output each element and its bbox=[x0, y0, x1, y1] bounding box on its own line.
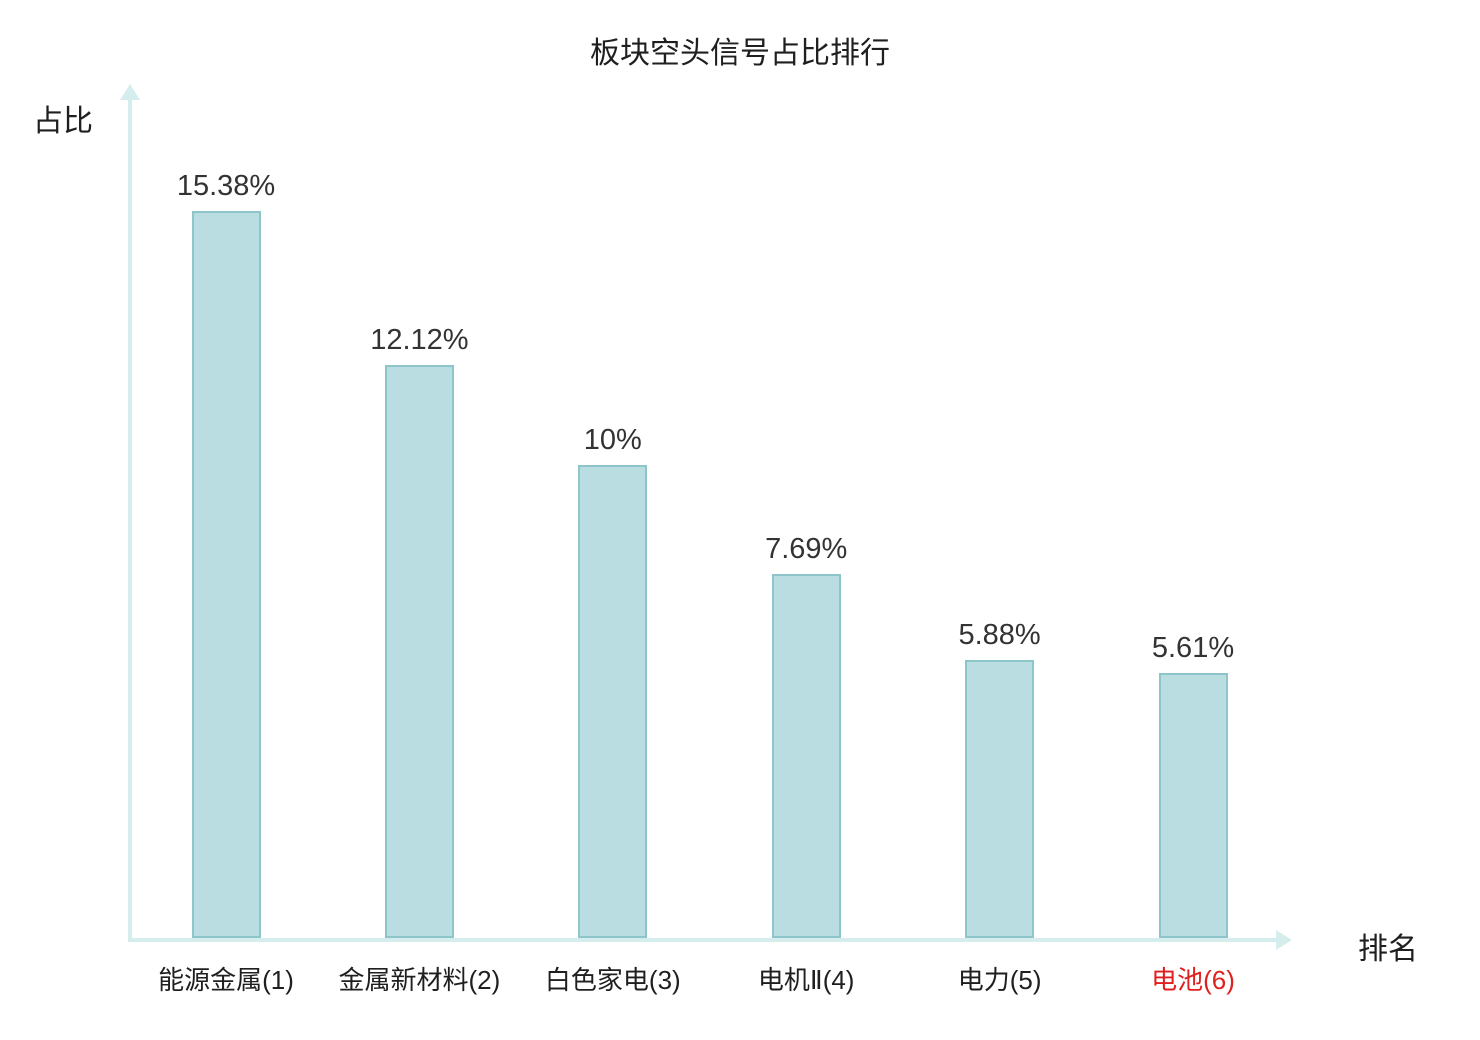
bar[interactable] bbox=[771, 574, 841, 938]
bar[interactable] bbox=[1158, 673, 1228, 938]
category-label: 电机Ⅱ(4) bbox=[757, 965, 855, 995]
bar[interactable] bbox=[578, 465, 648, 938]
bar[interactable] bbox=[191, 211, 261, 938]
bar[interactable] bbox=[965, 660, 1035, 938]
y-axis-label: 占比 bbox=[33, 105, 93, 138]
bar-group: 7.69% bbox=[716, 533, 896, 938]
category-label: 电池(6) bbox=[1151, 965, 1235, 995]
bar-value-label: 10% bbox=[583, 424, 642, 456]
category-label: 能源金属(1) bbox=[158, 965, 294, 995]
bar-group: 10% bbox=[523, 424, 703, 938]
x-axis-arrow-icon bbox=[1276, 930, 1292, 950]
bar-value-label: 5.88% bbox=[958, 619, 1041, 651]
x-axis-line bbox=[128, 938, 1278, 942]
bar-value-label: 15.38% bbox=[176, 170, 276, 202]
y-axis-line bbox=[128, 98, 132, 942]
category-label: 电力(5) bbox=[957, 965, 1042, 995]
bar-group: 5.88% bbox=[910, 619, 1090, 938]
bar-value-label: 7.69% bbox=[765, 533, 848, 565]
bar-group: 15.38% bbox=[136, 170, 316, 938]
category-label: 金属新材料(2) bbox=[338, 965, 501, 995]
category-label: 白色家电(3) bbox=[544, 965, 681, 995]
chart-title: 板块空头信号占比排行 bbox=[590, 37, 890, 70]
bar-value-label: 12.12% bbox=[370, 324, 469, 356]
y-axis-arrow-icon bbox=[120, 84, 140, 100]
x-axis-label: 排名 bbox=[1358, 933, 1418, 966]
bar-group: 12.12% bbox=[329, 324, 509, 938]
bar[interactable] bbox=[384, 365, 454, 938]
bar-value-label: 5.61% bbox=[1151, 632, 1235, 664]
bar-group: 5.61% bbox=[1103, 632, 1283, 938]
